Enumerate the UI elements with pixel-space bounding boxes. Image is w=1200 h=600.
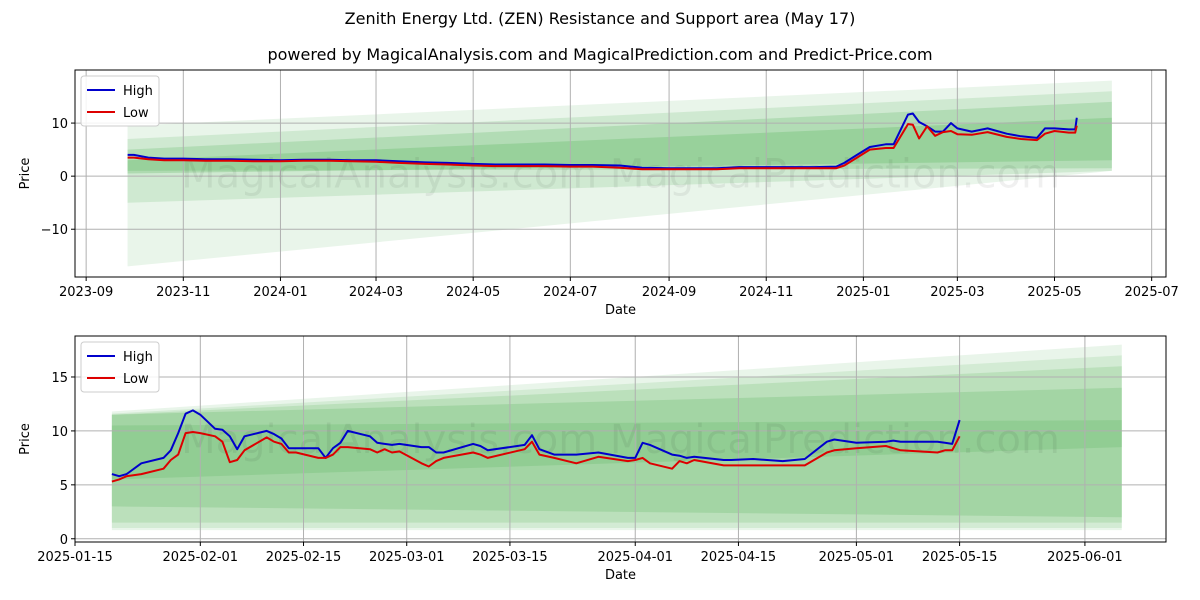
x-tick-label: 2024-09: [642, 285, 696, 300]
y-tick-label: 10: [51, 117, 68, 132]
x-tick-label: 2024-05: [446, 285, 500, 300]
support-resistance-band-3: [111, 366, 1122, 523]
x-tick-label: 2025-03-15: [472, 550, 548, 565]
plot-frame: [74, 69, 1167, 278]
legend: High Low: [80, 341, 160, 393]
x-tick-label: 2025-06-01: [1047, 550, 1123, 565]
series-line-high: [111, 409, 961, 478]
legend-label-high: High: [123, 84, 153, 99]
y-axis-label: Price: [18, 423, 33, 455]
y-tick-label: 5: [60, 479, 68, 494]
y-tick-label: 10: [51, 425, 68, 440]
x-tick-label: 2024-01: [253, 285, 307, 300]
series-line-low: [111, 431, 961, 483]
legend-box: [80, 75, 160, 127]
legend-label-high: High: [123, 350, 153, 365]
x-tick-label: 2025-04-01: [597, 550, 673, 565]
x-tick-label: 2025-01: [836, 285, 890, 300]
support-resistance-band-3: [127, 101, 1112, 171]
legend-box: [80, 341, 160, 393]
x-axis-label: Date: [605, 303, 636, 318]
x-tick-label: 2025-05-15: [922, 550, 998, 565]
support-resistance-band-2: [127, 91, 1112, 203]
y-axis-label: Price: [18, 158, 33, 190]
y-tick-label: 15: [51, 371, 68, 386]
x-tick-label: 2024-03: [349, 285, 403, 300]
series-line-low: [127, 123, 1078, 171]
x-tick-label: 2025-05-01: [819, 550, 895, 565]
chart-top: MagicalAnalysis.com MagicalPrediction.co…: [18, 69, 1179, 318]
legend-label-low: Low: [123, 106, 149, 121]
x-tick-label: 2024-11: [739, 285, 793, 300]
legend: High Low: [80, 75, 160, 127]
y-tick-label: −10: [41, 223, 68, 238]
x-tick-label: 2025-03-01: [369, 550, 445, 565]
x-tick-label: 2025-05: [1027, 285, 1081, 300]
x-tick-label: 2025-07: [1125, 285, 1179, 300]
x-tick-label: 2025-02-15: [266, 550, 342, 565]
chart-title: Zenith Energy Ltd. (ZEN) Resistance and …: [344, 9, 856, 28]
x-tick-label: 2025-03: [930, 285, 984, 300]
x-tick-label: 2023-11: [156, 285, 210, 300]
x-tick-label: 2025-04-15: [701, 550, 777, 565]
series-line-high: [127, 112, 1078, 170]
x-tick-label: 2025-01-15: [37, 550, 113, 565]
chart-subtitle: powered by MagicalAnalysis.com and Magic…: [267, 45, 933, 64]
x-tick-label: 2024-07: [543, 285, 597, 300]
plot-frame: [74, 335, 1167, 543]
x-tick-label: 2025-02-01: [163, 550, 239, 565]
support-resistance-band-1: [111, 344, 1122, 531]
support-resistance-band-1: [127, 80, 1112, 267]
legend-label-low: Low: [123, 372, 149, 387]
x-tick-label: 2023-09: [59, 285, 113, 300]
x-axis-label: Date: [605, 568, 636, 583]
y-tick-label: 0: [60, 170, 68, 185]
y-tick-label: 0: [60, 533, 68, 548]
